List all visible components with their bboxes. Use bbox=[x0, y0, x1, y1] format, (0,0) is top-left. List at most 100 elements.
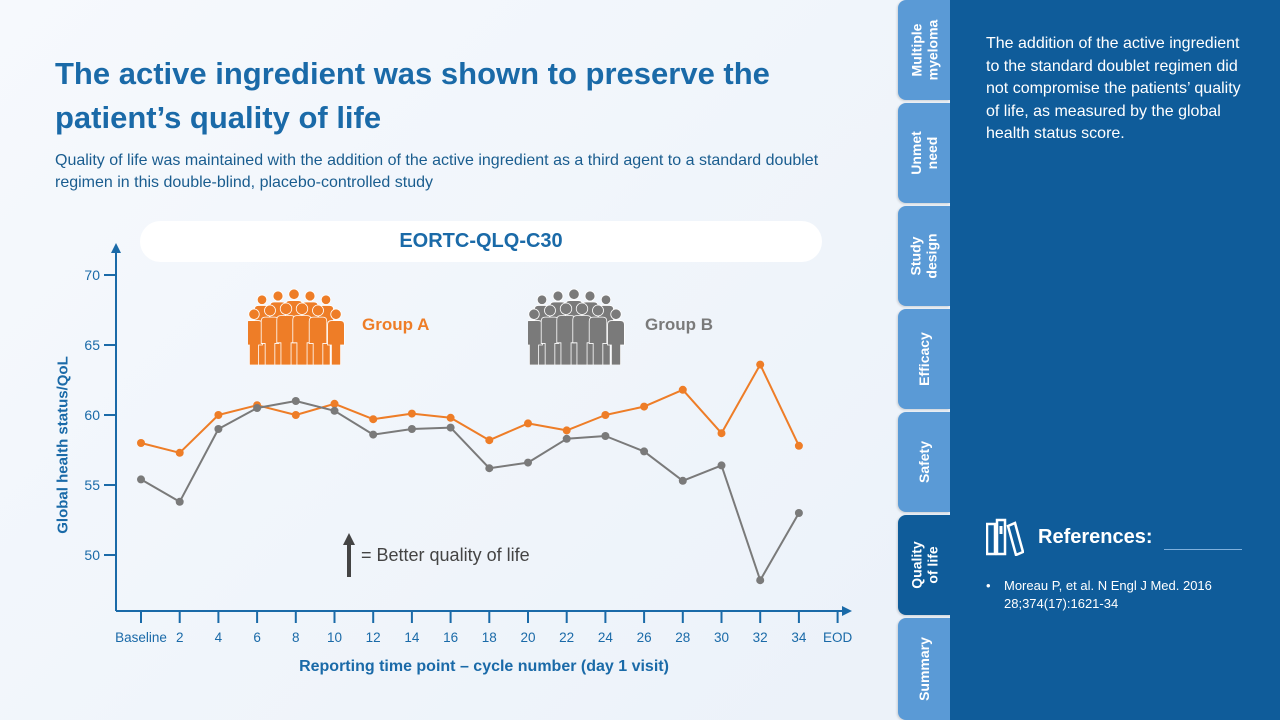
x-axis-arrow bbox=[842, 606, 852, 616]
data-point bbox=[291, 411, 300, 419]
person-icon bbox=[528, 308, 543, 365]
data-point bbox=[717, 429, 726, 438]
x-tick-label: 20 bbox=[520, 630, 535, 645]
tab-label: Efficacy bbox=[916, 332, 933, 386]
x-tick-label: 24 bbox=[598, 630, 614, 645]
data-point bbox=[524, 419, 532, 428]
side-summary-text: The addition of the active ingredient to… bbox=[986, 35, 1241, 142]
tab-quality-of-life[interactable]: Quality of life bbox=[898, 515, 952, 615]
data-point bbox=[794, 441, 803, 450]
data-point bbox=[678, 385, 687, 394]
data-point bbox=[214, 425, 223, 433]
reference-text: Moreau P, et al. N Engl J Med. 2016 28;3… bbox=[1004, 578, 1212, 611]
references-header: References: bbox=[986, 518, 1153, 556]
legend-group-b: Group B bbox=[645, 315, 713, 334]
x-tick-label: EOD bbox=[823, 630, 853, 645]
data-point bbox=[756, 360, 765, 369]
data-point bbox=[214, 411, 223, 419]
bullet: • bbox=[986, 578, 991, 593]
x-tick-label: 12 bbox=[366, 630, 381, 645]
x-tick-label: Baseline bbox=[115, 630, 167, 645]
x-tick-label: 16 bbox=[443, 630, 458, 645]
annotation-text: = Better quality of life bbox=[361, 544, 530, 565]
data-point bbox=[407, 425, 416, 433]
tab-multiple-myeloma[interactable]: Multiple myeloma bbox=[898, 0, 950, 100]
legend-group-a: Group A bbox=[362, 315, 430, 334]
x-tick-label: 30 bbox=[714, 630, 729, 645]
person-icon bbox=[556, 302, 576, 365]
y-axis-label: Global health status/QoL bbox=[54, 356, 72, 534]
person-icon bbox=[572, 302, 592, 365]
tab-label: Quality of life bbox=[909, 541, 941, 589]
data-point bbox=[640, 402, 649, 411]
data-point bbox=[562, 426, 571, 435]
slide-main: The active ingredient was shown to prese… bbox=[54, 56, 853, 675]
person-icon bbox=[308, 304, 328, 365]
up-arrow-icon bbox=[343, 533, 355, 577]
x-tick-label: 10 bbox=[327, 630, 342, 645]
data-point bbox=[485, 436, 494, 445]
data-point bbox=[137, 439, 145, 447]
tab-summary[interactable]: Summary bbox=[898, 618, 950, 720]
group-a-people-icon bbox=[248, 288, 345, 365]
series-line-group-b bbox=[140, 400, 800, 582]
data-point bbox=[175, 497, 184, 506]
better-qol-annotation: = Better quality of life bbox=[343, 533, 530, 577]
chart-title: EORTC-QLQ-C30 bbox=[399, 230, 563, 252]
x-tick-label: 4 bbox=[215, 630, 223, 645]
y-axis-arrow bbox=[111, 243, 121, 253]
x-tick-label: 8 bbox=[292, 630, 300, 645]
person-icon bbox=[327, 308, 345, 365]
references-divider bbox=[1164, 549, 1242, 550]
chart-title-pill: EORTC-QLQ-C30 bbox=[140, 221, 822, 262]
tab-label: Summary bbox=[916, 637, 932, 701]
data-point bbox=[137, 475, 145, 484]
x-tick-label: 34 bbox=[791, 630, 807, 645]
tab-efficacy[interactable]: Efficacy bbox=[898, 309, 950, 409]
data-point bbox=[485, 464, 494, 473]
x-tick-label: 2 bbox=[176, 630, 184, 645]
data-point bbox=[291, 397, 300, 405]
series-line-group-a bbox=[140, 363, 800, 454]
tab-study-design[interactable]: Study design bbox=[898, 206, 950, 306]
person-icon bbox=[276, 302, 296, 365]
person-icon bbox=[292, 302, 312, 365]
group-b-people-icon bbox=[528, 288, 625, 365]
y-tick-label: 70 bbox=[84, 267, 100, 283]
person-icon bbox=[248, 308, 263, 365]
data-point bbox=[369, 430, 378, 439]
person-icon bbox=[540, 304, 560, 365]
data-point bbox=[330, 406, 339, 415]
data-point bbox=[756, 576, 765, 585]
y-tick-label: 60 bbox=[84, 407, 100, 423]
data-point bbox=[717, 461, 726, 470]
y-tick-label: 50 bbox=[84, 547, 100, 563]
x-tick-label: 18 bbox=[482, 630, 497, 645]
data-point bbox=[524, 458, 532, 467]
tab-label: Study design bbox=[908, 233, 940, 279]
data-point bbox=[407, 409, 416, 418]
x-tick-label: 26 bbox=[637, 630, 652, 645]
x-tick-label: 6 bbox=[253, 630, 261, 645]
section-tabs: Multiple myeloma Unmet need Study design… bbox=[898, 0, 952, 720]
tab-safety[interactable]: Safety bbox=[898, 412, 950, 512]
y-tick-label: 55 bbox=[84, 477, 100, 493]
y-tick-label: 65 bbox=[84, 337, 100, 353]
person-icon bbox=[588, 304, 608, 365]
data-point bbox=[446, 413, 455, 422]
data-point bbox=[678, 476, 687, 485]
data-point bbox=[330, 399, 339, 408]
data-point bbox=[794, 509, 803, 517]
person-icon bbox=[260, 304, 280, 365]
reference-item: • Moreau P, et al. N Engl J Med. 2016 28… bbox=[986, 577, 1256, 613]
x-axis-label: Reporting time point – cycle number (day… bbox=[299, 658, 669, 675]
tab-label: Unmet need bbox=[908, 131, 940, 175]
data-point bbox=[640, 447, 649, 456]
books-icon bbox=[986, 518, 1024, 556]
tab-label: Safety bbox=[916, 440, 932, 484]
x-tick-label: 14 bbox=[404, 630, 420, 645]
person-icon bbox=[607, 308, 625, 365]
tab-unmet-need[interactable]: Unmet need bbox=[898, 103, 950, 203]
x-tick-label: 32 bbox=[753, 630, 768, 645]
tab-label: Multiple myeloma bbox=[908, 19, 941, 81]
